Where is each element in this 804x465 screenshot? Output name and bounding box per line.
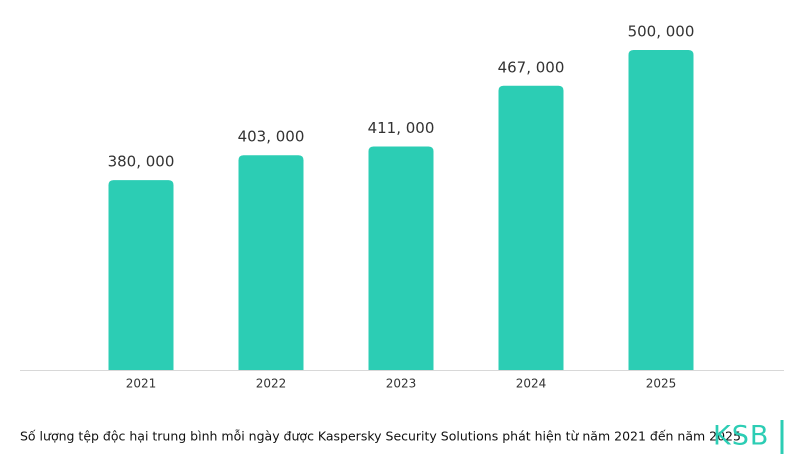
bar <box>628 50 694 370</box>
value-label: 411, 000 <box>368 119 435 137</box>
value-label: 403, 000 <box>238 128 305 146</box>
x-tick-label: 2023 <box>386 377 417 391</box>
value-label: 380, 000 <box>108 153 175 171</box>
logo: KSB <box>713 421 769 452</box>
x-tick-label: 2024 <box>516 377 547 391</box>
value-label: 467, 000 <box>498 58 565 76</box>
x-tick-label: 2022 <box>256 377 287 391</box>
x-tick-label: 2021 <box>126 377 157 391</box>
caption: Số lượng tệp độc hại trung bình mỗi ngày… <box>20 429 741 444</box>
bar <box>238 155 304 370</box>
value-label: 500, 000 <box>628 23 695 41</box>
x-tick-label: 2025 <box>646 377 677 391</box>
bar <box>108 180 174 370</box>
bar <box>368 146 434 370</box>
bar <box>498 85 564 371</box>
